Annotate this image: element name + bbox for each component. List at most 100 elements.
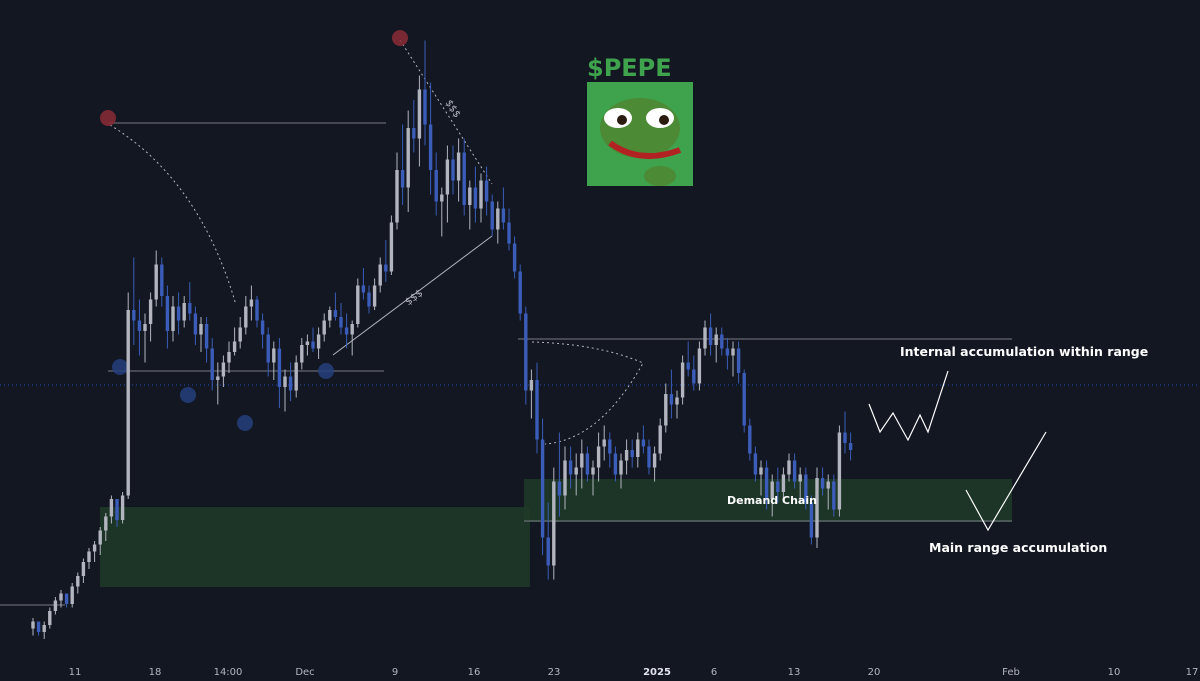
candle-body [148, 299, 153, 324]
candle-body [92, 544, 97, 552]
candle-body [529, 380, 534, 391]
candle-body [596, 446, 601, 468]
candle-body [804, 474, 808, 503]
candle-body [417, 89, 422, 139]
candle-body [221, 362, 226, 377]
candle-body [440, 194, 444, 202]
demand-zone-left [100, 507, 530, 587]
candle-body [193, 313, 198, 335]
candle-body [552, 481, 556, 566]
candle-body [798, 474, 802, 482]
candle-body [59, 593, 63, 601]
candle-body [647, 446, 651, 468]
candle-body [843, 432, 847, 443]
candle-body [154, 264, 158, 300]
candle-body [176, 306, 181, 321]
candle-body [244, 306, 248, 328]
candle-body [445, 159, 450, 195]
x-tick: 10 [1108, 667, 1121, 678]
x-axis: 11 18 14:00 Dec 9 16 23 2025 6 13 20 Feb… [69, 667, 1199, 678]
candle-body [64, 593, 69, 604]
candle-body [344, 327, 349, 335]
candle-body [669, 394, 674, 405]
candle-body [563, 460, 567, 496]
candle-body [524, 313, 528, 391]
candle-body [70, 586, 74, 604]
x-tick: 6 [711, 667, 717, 678]
trendline-down [399, 39, 493, 185]
x-tick: 16 [468, 667, 481, 678]
candle-body [182, 303, 186, 321]
x-tick: 11 [69, 667, 82, 678]
chart-title: $PEPE [587, 54, 672, 82]
candle-body [165, 296, 170, 331]
candle-body [518, 271, 522, 314]
candle-body [143, 324, 147, 331]
candle-body [585, 453, 590, 475]
candle-body [815, 478, 819, 538]
candle-body [412, 128, 416, 139]
swing-low-marker [112, 359, 128, 375]
candle-body [372, 285, 377, 307]
projection-internal [868, 370, 949, 442]
candle-body [658, 425, 662, 454]
candle-body [731, 348, 735, 356]
candle-body [378, 264, 382, 286]
candle-body [36, 621, 41, 632]
candle-body [395, 170, 399, 223]
swing-high-marker [100, 110, 116, 126]
candle-body [686, 362, 690, 370]
candle-body [238, 327, 242, 342]
candle-body [109, 499, 114, 517]
pepe-logo [587, 82, 693, 186]
swing-high-marker [392, 30, 408, 46]
candle-body [496, 208, 500, 230]
candle-body [232, 341, 237, 352]
candle-body [87, 551, 91, 562]
candle-body [126, 310, 130, 496]
candle-body [305, 341, 310, 345]
candle-body [714, 334, 718, 345]
accumulation-curve [531, 341, 644, 445]
candle-body [288, 376, 293, 391]
x-tick: Feb [1002, 667, 1020, 678]
candle-body [490, 201, 494, 230]
candle-body [423, 89, 427, 125]
candle-body [776, 481, 780, 492]
candle-body [703, 327, 707, 349]
candle-body [809, 502, 814, 538]
candle-body [753, 453, 758, 475]
candle-body [652, 453, 657, 468]
swing-low-marker [237, 415, 253, 431]
candle-body [451, 159, 455, 181]
candle-body [787, 460, 791, 475]
candle-body [389, 222, 394, 272]
candle-body [428, 124, 433, 170]
candle-body [473, 187, 478, 209]
candle-body [227, 352, 231, 363]
swing-low-marker [318, 363, 334, 379]
candle-body [137, 320, 142, 331]
candle-body [501, 208, 506, 223]
candle-body [708, 327, 713, 345]
candle-body [484, 180, 489, 202]
candle-body [675, 397, 679, 405]
candle-body [456, 152, 461, 181]
candle-body [546, 537, 550, 566]
candle-body [356, 285, 360, 324]
candle-body [210, 348, 214, 380]
candle-body [272, 348, 276, 363]
candle-body [361, 285, 366, 293]
candle-body [764, 467, 769, 499]
candle-body [479, 180, 483, 209]
candle-body [557, 481, 562, 496]
candle-body [468, 187, 472, 205]
candle-body [692, 369, 696, 384]
candle-body [188, 303, 192, 314]
candle-body [98, 530, 102, 545]
candle-body [48, 611, 52, 625]
candle-body [434, 170, 438, 202]
annotation-demand: Demand Chain [727, 494, 817, 507]
candle-body [249, 299, 254, 307]
